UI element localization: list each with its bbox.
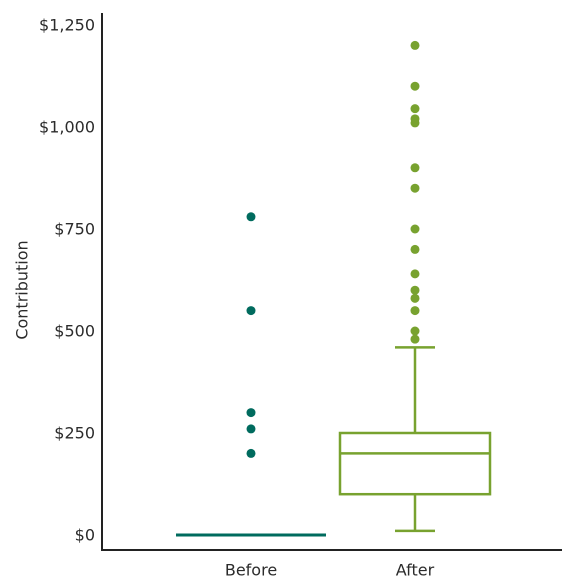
y-tick-label: $250 [54, 424, 95, 443]
outlier-point [410, 40, 420, 50]
box-before [176, 212, 326, 537]
x-tick-label: After [396, 561, 435, 580]
y-tick-label: $750 [54, 220, 95, 239]
y-tick-label: $500 [54, 322, 95, 341]
y-axis-tick-labels: $0 $250 $500 $750 $1,000 $1,250 [39, 16, 95, 545]
outlier-point [246, 448, 256, 458]
outlier-point [410, 104, 420, 114]
y-tick-label: $1,000 [39, 118, 95, 137]
y-axis-title: Contribution [13, 240, 32, 339]
box-after [338, 40, 492, 533]
outlier-point [410, 306, 420, 316]
x-axis-tick-labels: Before After [225, 561, 435, 580]
y-tick-label: $1,250 [39, 16, 95, 35]
outlier-point [246, 306, 256, 316]
outlier-point [410, 81, 420, 91]
outlier-point [246, 212, 256, 222]
outlier-point [410, 293, 420, 303]
outlier-point [410, 114, 420, 124]
outlier-point [410, 326, 420, 336]
outlier-point [410, 269, 420, 279]
outlier-point [410, 244, 420, 254]
outlier-point [246, 424, 256, 434]
outlier-point [410, 224, 420, 234]
iqr-box [338, 431, 492, 496]
box-group [176, 40, 492, 537]
outlier-point [410, 285, 420, 295]
outlier-point [246, 408, 256, 418]
x-tick-label: Before [225, 561, 277, 580]
y-tick-label: $0 [75, 526, 95, 545]
outlier-point [410, 163, 420, 173]
outlier-point [410, 334, 420, 344]
outlier-point [410, 183, 420, 193]
